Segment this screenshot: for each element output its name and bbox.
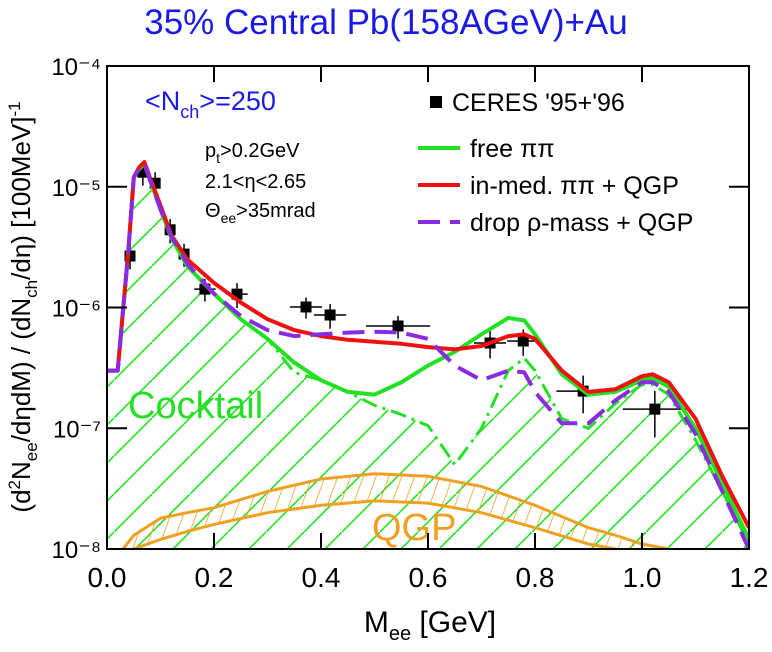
y-label-part: /dη) [100MeV] xyxy=(6,117,36,280)
data-point xyxy=(149,177,161,189)
x-tick-label: 0.2 xyxy=(195,562,234,593)
x-tick-label: 0.0 xyxy=(88,562,127,593)
cocktail-area xyxy=(107,163,749,549)
y-label-part: (d xyxy=(6,489,36,512)
legend-label: drop ρ-mass + QGP xyxy=(470,209,693,237)
data-point xyxy=(231,288,243,300)
annotation-eta: 2.1<η<2.65 xyxy=(205,171,306,193)
qgp-band xyxy=(123,473,669,549)
data-point xyxy=(137,166,149,178)
y-label-sub: ch xyxy=(22,280,41,298)
annotation-part: <N xyxy=(145,86,180,116)
data-point xyxy=(199,283,211,295)
plot-area xyxy=(107,160,749,549)
y-label-sup: 2 xyxy=(5,480,24,489)
y-label-sup: -1 xyxy=(5,101,24,116)
annotation-part: >35mrad xyxy=(236,200,316,222)
x-axis-label: Mee [GeV] xyxy=(364,606,496,645)
x-label-part: [GeV] xyxy=(411,606,496,639)
annotation-theta: Θee>35mrad xyxy=(205,200,316,226)
x-tick-label: 1.0 xyxy=(623,562,662,593)
y-tick-label: 10⁻⁵ xyxy=(52,175,101,202)
annotation-part: Θ xyxy=(205,200,221,222)
legend-label: in-med. ππ + QGP xyxy=(470,172,679,200)
legend-label: free ππ xyxy=(470,135,555,163)
y-tick-label: 10⁻⁶ xyxy=(52,296,101,323)
annotation-pt: pt>0.2GeV xyxy=(205,140,300,166)
annotation-part: >0.2GeV xyxy=(220,140,300,162)
data-point xyxy=(300,301,312,313)
x-tick-label: 0.8 xyxy=(516,562,555,593)
y-label-part: /dηdM) / (dN xyxy=(6,298,36,443)
y-tick-label: 10⁻⁸ xyxy=(52,537,102,564)
chart-title: 35% Central Pb(158AGeV)+Au xyxy=(144,3,627,42)
series-line xyxy=(107,161,749,549)
data-point xyxy=(324,309,336,321)
data-point xyxy=(649,403,661,415)
y-axis-label: (d2Nee/dηdM) / (dNch/dη) [100MeV]-1 xyxy=(5,101,41,512)
annotation-nch: <Nch>=250 xyxy=(145,86,276,122)
annotation-part: >=250 xyxy=(199,86,276,116)
cocktail-label: Cocktail xyxy=(128,385,263,427)
data-point xyxy=(124,250,136,262)
y-label-sub: ee xyxy=(22,442,41,461)
data-point xyxy=(392,320,404,332)
annotation-sub: t xyxy=(216,150,220,166)
x-tick-label: 0.4 xyxy=(302,562,341,593)
data-point xyxy=(517,335,529,347)
annotation-part: p xyxy=(205,140,216,162)
legend: CERES '95+'96 free ππ in-med. ππ + QGP drop… xyxy=(418,89,693,237)
x-tick-label: 0.6 xyxy=(409,562,448,593)
y-label-part: N xyxy=(6,461,36,480)
x-label-part: M xyxy=(364,606,389,639)
qgp-label: QGP xyxy=(372,507,456,549)
qgp-upper xyxy=(121,472,670,549)
annotation-sub: ch xyxy=(180,102,199,122)
y-tick-label: 10⁻⁴ xyxy=(51,54,101,81)
annotation-sub: ee xyxy=(221,210,237,226)
qgp-lower xyxy=(131,499,623,549)
x-label-sub: ee xyxy=(389,623,411,645)
legend-label: CERES '95+'96 xyxy=(452,89,625,117)
y-tick-label: 10⁻⁷ xyxy=(53,416,101,443)
x-tick-label: 1.2 xyxy=(730,562,769,593)
legend-marker xyxy=(430,96,442,108)
